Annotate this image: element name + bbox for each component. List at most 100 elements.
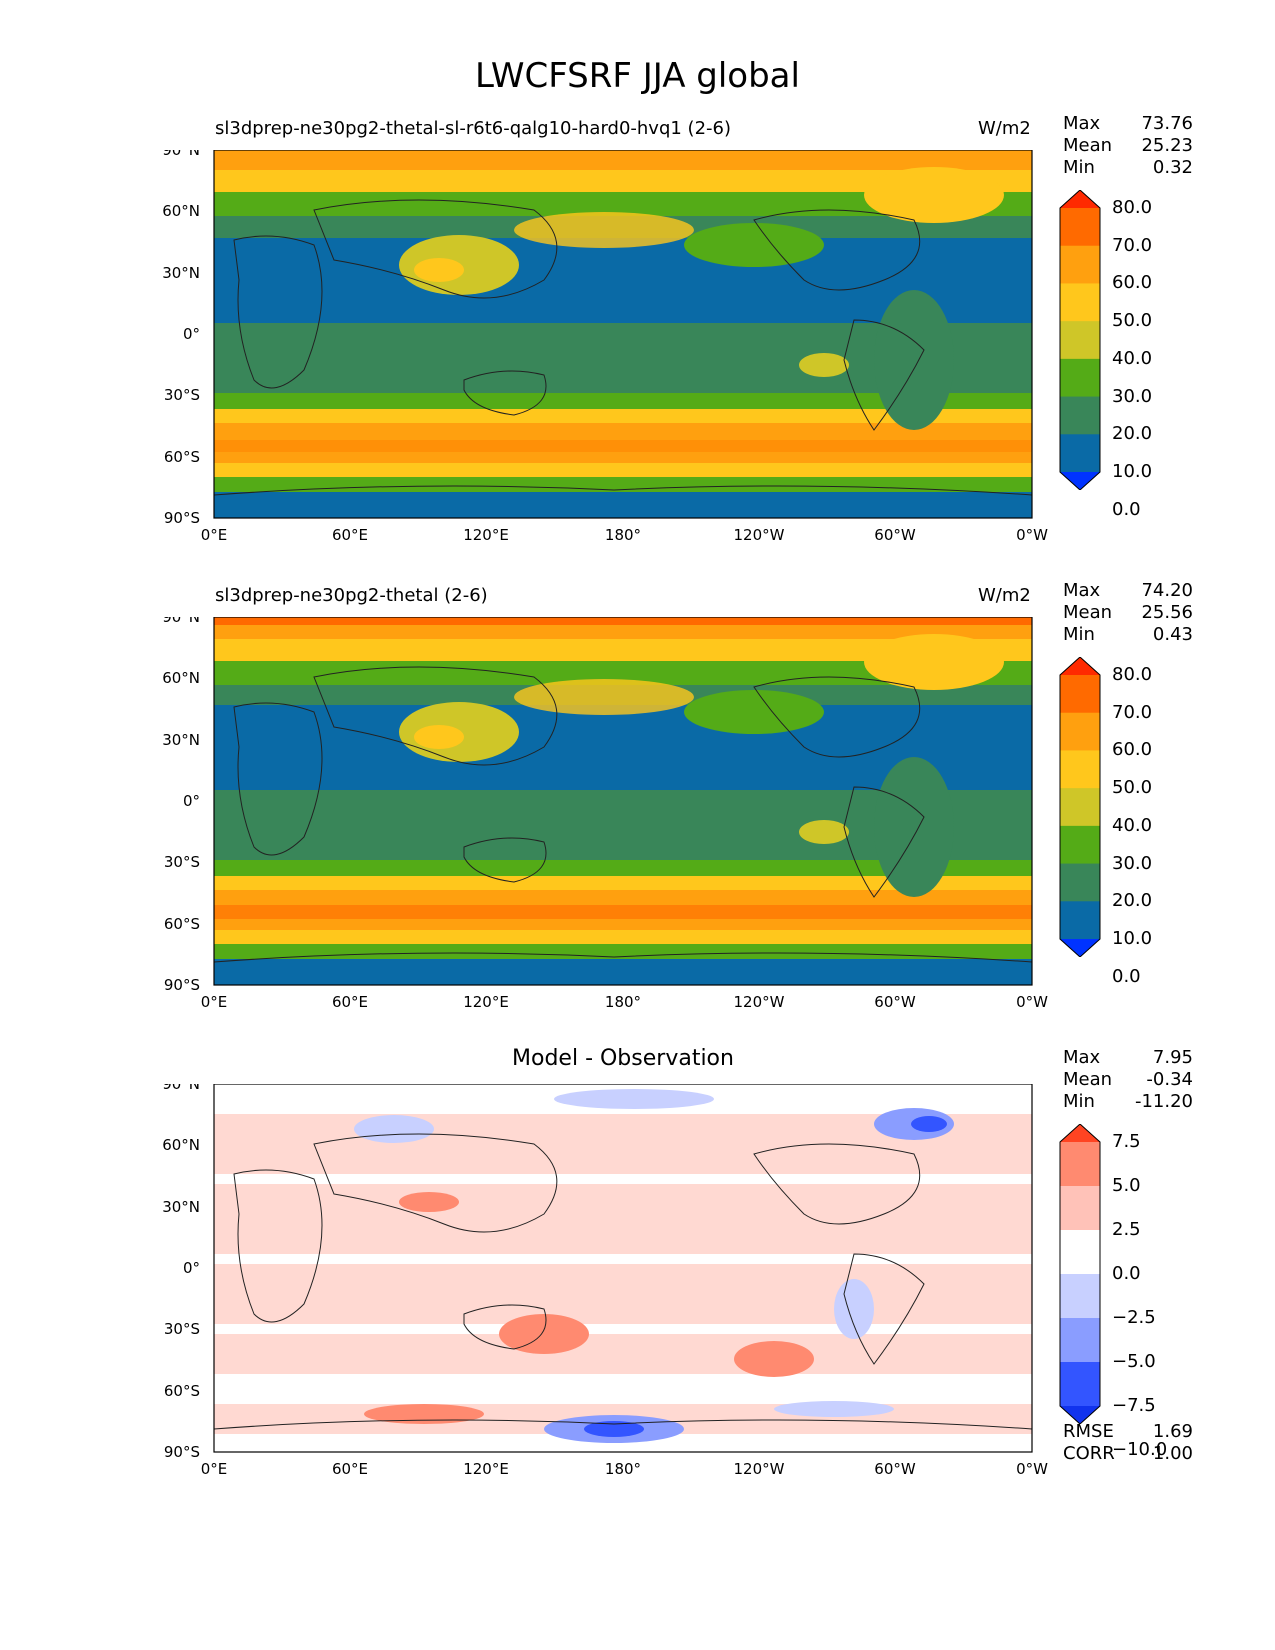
colorbar-extend-min	[1060, 472, 1100, 490]
colorbar-tick-label: 5.0	[1112, 1175, 1141, 1196]
colorbar-swatch	[1060, 825, 1100, 865]
stat-value: 0.43	[1152, 624, 1193, 645]
metric-value: 1.69	[1152, 1421, 1193, 1442]
colorbar-tick-label: 80.0	[1112, 197, 1153, 218]
colorbar-swatch	[1060, 788, 1100, 827]
lat-tick-label: 30°S	[164, 853, 200, 871]
lat-tick-label: 90°N	[162, 617, 200, 626]
colorbar-tick-label: 0.0	[1112, 498, 1141, 520]
lat-tick-label: 90°S	[164, 509, 200, 527]
colorbar-extend-max	[1060, 657, 1100, 675]
stat-value: 73.76	[1141, 113, 1193, 134]
lon-tick-labels: 0°E 60°E 120°E 180° 120°W 60°W 0°W	[201, 526, 1048, 544]
colorbar	[1059, 657, 1101, 957]
metric-label: RMSE	[1063, 1421, 1114, 1442]
lat-tick-label: 0°	[183, 792, 200, 810]
colorbar-swatch	[1060, 1186, 1100, 1231]
lat-tick-label: 60°N	[162, 1136, 200, 1154]
colorbar-swatch	[1060, 675, 1100, 714]
colorbar-tick-label: 40.0	[1112, 347, 1153, 369]
colorbar-swatch	[1060, 901, 1100, 940]
panel-left-title: sl3dprep-ne30pg2-thetal-sl-r6t6-qalg10-h…	[215, 118, 732, 139]
lat-tick-label: 60°S	[164, 915, 200, 933]
lon-tick-label: 120°W	[734, 993, 785, 1011]
stat-label: Min	[1063, 624, 1095, 645]
lat-tick-labels: 90°N 60°N 30°N 0° 30°S 60°S 90°S	[162, 150, 200, 527]
colorbar	[1059, 1124, 1101, 1424]
stat-value: 7.95	[1152, 1047, 1193, 1068]
colorbar-tick-label: 60.0	[1112, 272, 1153, 294]
panel-units: W/m2	[978, 118, 1031, 139]
lat-tick-label: 90°N	[162, 150, 200, 159]
colorbar-swatch	[1060, 1230, 1100, 1275]
lat-tick-label: 90°S	[164, 976, 200, 994]
lat-tick-label: 30°S	[164, 1320, 200, 1338]
stat-label: Max	[1063, 580, 1101, 601]
lon-tick-label: 60°E	[332, 526, 368, 544]
colorbar-tick-label: 70.0	[1112, 234, 1153, 256]
stat-value: -11.20	[1134, 1091, 1193, 1112]
lon-tick-label: 60°W	[874, 526, 916, 544]
lon-tick-label: 0°E	[201, 526, 228, 544]
lon-tick-label: 120°E	[463, 1460, 509, 1478]
colorbar-tick-label: 70.0	[1112, 701, 1153, 723]
stat-label: Max	[1063, 1047, 1101, 1068]
colorbar-tick-label: 60.0	[1112, 739, 1153, 761]
panel-center-title: Model - Observation	[512, 1046, 734, 1071]
panel-stats: Max 74.20 Mean 25.56 Min 0.43	[1063, 580, 1193, 646]
lon-tick-labels: 0°E 60°E 120°E 180° 120°W 60°W 0°W	[201, 1460, 1048, 1478]
colorbar-tick-label: 7.5	[1112, 1131, 1141, 1152]
colorbar-tick-label: −2.5	[1112, 1307, 1156, 1328]
colorbar-tick-label: 80.0	[1112, 664, 1153, 685]
panel-units: W/m2	[978, 585, 1031, 606]
lat-tick-label: 60°S	[164, 1382, 200, 1400]
colorbar-swatch	[1060, 1142, 1100, 1187]
colorbar-swatch	[1060, 396, 1100, 435]
lon-tick-label: 120°E	[463, 526, 509, 544]
colorbar-outline	[1059, 1124, 1101, 1424]
colorbar-tick-label: −10.0	[1112, 1439, 1168, 1460]
colorbar-swatch	[1060, 245, 1100, 284]
panel-difference: Model - Observation Max 7.95 Mean -0.34 Mi…	[0, 1046, 1275, 1519]
lat-tick-label: 60°S	[164, 448, 200, 466]
colorbar-tick-label: 0.0	[1112, 1263, 1141, 1284]
map-plot: 90°N 60°N 30°N 0° 30°S 60°S 90°S 0°E 60°…	[162, 617, 1048, 1011]
lon-tick-label: 0°E	[201, 1460, 228, 1478]
figure-title: LWCFSRF JJA global	[475, 56, 800, 96]
lat-tick-label: 30°N	[162, 264, 200, 282]
colorbar-extend-max	[1060, 190, 1100, 208]
stat-value: 0.32	[1152, 157, 1193, 178]
colorbar-tick-label: 0.0	[1112, 965, 1141, 987]
lat-tick-label: 0°	[183, 1259, 200, 1277]
lat-tick-label: 90°N	[162, 1084, 200, 1093]
lon-tick-label: 60°W	[874, 993, 916, 1011]
colorbar-swatch	[1060, 863, 1100, 902]
lat-tick-label: 60°N	[162, 202, 200, 220]
panel-stats: Max 7.95 Mean -0.34 Min -11.20	[1063, 1047, 1193, 1113]
lat-tick-label: 30°N	[162, 1198, 200, 1216]
colorbar-swatch	[1060, 358, 1100, 398]
lon-tick-label: 0°W	[1016, 1460, 1048, 1478]
lon-tick-label: 180°	[605, 993, 641, 1011]
colorbar-tick-label: 20.0	[1112, 890, 1153, 912]
colorbar-swatch	[1060, 208, 1100, 247]
lat-tick-labels: 90°N 60°N 30°N 0° 30°S 60°S 90°S	[162, 617, 200, 994]
lat-tick-labels: 90°N 60°N 30°N 0° 30°S 60°S 90°S	[162, 1084, 200, 1461]
colorbar-outline	[1059, 657, 1101, 957]
lat-tick-label: 30°S	[164, 386, 200, 404]
stat-label: Max	[1063, 113, 1101, 134]
colorbar-tick-label: 50.0	[1112, 777, 1153, 799]
lon-tick-label: 180°	[605, 1460, 641, 1478]
colorbar-swatch	[1060, 321, 1100, 360]
colorbar-swatch	[1060, 1274, 1100, 1319]
panel-left-title: sl3dprep-ne30pg2-thetal (2-6)	[215, 585, 488, 606]
lat-tick-label: 0°	[183, 325, 200, 343]
lon-tick-label: 180°	[605, 526, 641, 544]
colorbar-tick-label: 2.5	[1112, 1219, 1141, 1240]
colorbar-swatch	[1060, 434, 1100, 473]
lon-tick-label: 0°W	[1016, 993, 1048, 1011]
stat-value: 74.20	[1141, 580, 1193, 601]
lon-tick-label: 120°W	[734, 526, 785, 544]
stat-label: Min	[1063, 157, 1095, 178]
lon-tick-label: 60°E	[332, 993, 368, 1011]
